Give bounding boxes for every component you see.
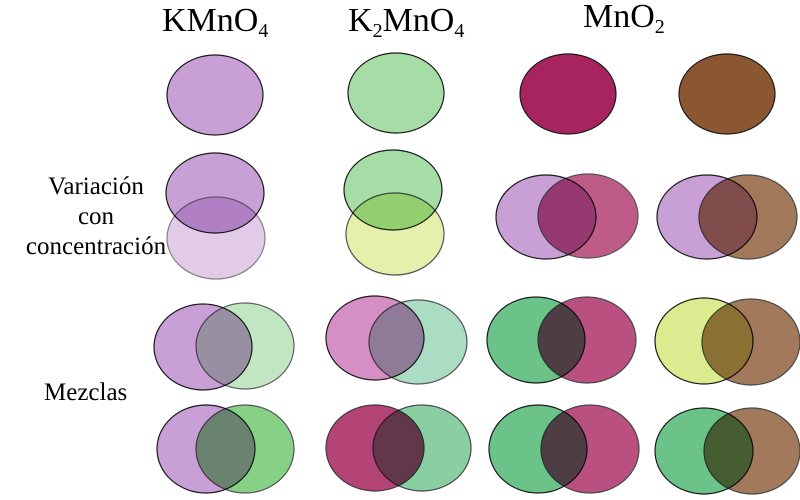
circle-mix-r4c2-b: [372, 404, 472, 492]
circle-kmno4-conc-b: [166, 196, 266, 280]
label-variation-line3: concentración: [25, 233, 167, 260]
label-variation: Variación con concentración: [0, 172, 192, 262]
label-variation-line2: con: [77, 203, 115, 230]
circle-mix-r4c3-b: [540, 404, 640, 494]
label-variation-line1: Variación: [48, 173, 144, 200]
circle-mno2-magenta: [519, 53, 617, 135]
circle-mno2-brown: [678, 53, 776, 135]
circle-mix-r3c4-b: [701, 298, 800, 386]
circle-mno2-brown-over: [698, 174, 798, 260]
header-k2mno4: K2MnO4: [348, 2, 465, 42]
header-mno2: MnO2: [583, 0, 665, 38]
circle-mix-r4c4-b: [703, 407, 800, 495]
circle-k2mno4: [347, 52, 445, 134]
circle-mix-r3c2-b: [368, 299, 468, 385]
circle-mno2-mag-over: [537, 173, 639, 259]
circle-kmno4: [166, 54, 264, 136]
label-mixtures: Mezclas: [44, 379, 128, 406]
circle-mix-r3c1-b: [195, 302, 295, 390]
circle-mix-r4c1-b: [195, 404, 295, 494]
circle-k2mno4-conc-b: [345, 192, 445, 276]
header-kmno4: KMnO4: [162, 2, 269, 42]
circle-mix-r3c3-b: [537, 296, 637, 384]
